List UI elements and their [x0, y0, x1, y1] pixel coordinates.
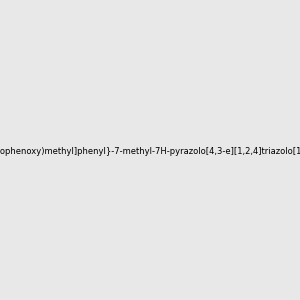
- Text: 2-{3-[(3-chlorophenoxy)methyl]phenyl}-7-methyl-7H-pyrazolo[4,3-e][1,2,4]triazolo: 2-{3-[(3-chlorophenoxy)methyl]phenyl}-7-…: [0, 147, 300, 156]
